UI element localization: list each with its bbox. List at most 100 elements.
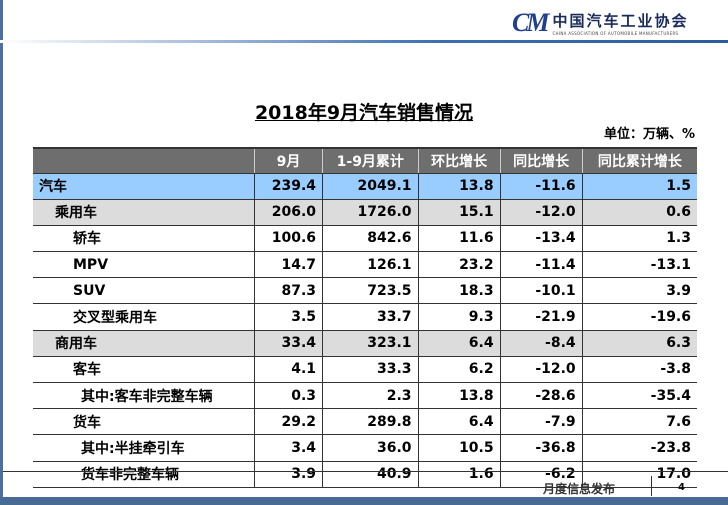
table-cell: 323.1	[322, 330, 419, 357]
slide-left-border	[0, 0, 3, 505]
table-row: 其中:半挂牵引车 3.4 36.0 10.5 -36.8 -23.8	[33, 434, 697, 462]
table-cell: -12.0	[499, 199, 583, 226]
table-cell: 13.8	[417, 382, 501, 410]
logo-name-cn: 中国汽车工业协会	[552, 12, 689, 30]
table-cell: 1.3	[581, 225, 697, 253]
row-label: 轿车	[33, 225, 255, 253]
table-cell: -8.4	[499, 330, 583, 357]
table-cell: 289.8	[322, 408, 419, 436]
table-cell: 2.3	[322, 382, 419, 410]
table-cell: 11.6	[417, 225, 501, 253]
row-label: 乘用车	[33, 199, 255, 226]
column-header: 同比增长	[499, 147, 583, 174]
table-header-row: 9月 1-9月累计 环比增长 同比增长 同比累计增长	[33, 147, 697, 174]
table-cell: 0.6	[581, 199, 697, 226]
table-cell: -35.4	[581, 382, 697, 410]
table-row: 货车非完整车辆 3.9 40.9 1.6 -6.2 17.0	[33, 461, 697, 488]
table-cell: 18.3	[417, 277, 501, 305]
table-cell: 100.6	[253, 225, 323, 253]
column-header	[33, 147, 255, 174]
table-cell: 9.3	[417, 303, 501, 331]
page-number: 4	[678, 482, 685, 493]
table-row: SUV 87.3 723.5 18.3 -10.1 3.9	[33, 277, 697, 305]
table-row: MPV 14.7 126.1 23.2 -11.4 -13.1	[33, 251, 697, 279]
row-label: 客车	[33, 356, 255, 384]
table-cell: 3.5	[253, 303, 323, 331]
table-cell: -7.9	[499, 408, 583, 436]
table-cell: -13.4	[499, 225, 583, 253]
table-cell: 13.8	[417, 173, 501, 200]
bottom-bar	[0, 497, 728, 505]
table-cell: 29.2	[253, 408, 323, 436]
row-label: 货车非完整车辆	[33, 461, 255, 488]
table-cell: 3.9	[581, 277, 697, 305]
table-cell: 4.1	[253, 356, 323, 384]
table-cell: -23.8	[581, 434, 697, 462]
table-row: 客车 4.1 33.3 6.2 -12.0 -3.8	[33, 356, 697, 384]
table-cell: 2049.1	[322, 173, 419, 200]
table-cell: -11.6	[499, 173, 583, 200]
logo-name-en: CHINA ASSOCIATION OF AUTOMOBILE MANUFACT…	[552, 31, 679, 36]
table-cell: -36.8	[499, 434, 583, 462]
table-row: 乘用车 206.0 1726.0 15.1 -12.0 0.6	[33, 199, 697, 226]
table-row: 交叉型乘用车 3.5 33.7 9.3 -21.9 -19.6	[33, 303, 697, 331]
table-cell: 40.9	[322, 461, 419, 488]
column-header: 1-9月累计	[322, 147, 419, 174]
table-cell: -13.1	[581, 251, 697, 279]
table-cell: 33.3	[322, 356, 419, 384]
unit-label: 单位：万辆、%	[603, 127, 695, 142]
table-cell: -19.6	[581, 303, 697, 331]
column-header: 环比增长	[417, 147, 501, 174]
table-cell: 17.0	[581, 461, 697, 488]
table-row: 汽车 239.4 2049.1 13.8 -11.6 1.5	[33, 173, 697, 200]
column-header: 9月	[253, 147, 323, 174]
table-cell: -11.4	[499, 251, 583, 279]
table-cell: 239.4	[253, 173, 323, 200]
table-cell: 6.2	[417, 356, 501, 384]
table-cell: 126.1	[322, 251, 419, 279]
footer-label: 月度信息发布	[543, 482, 616, 496]
table-cell: 87.3	[253, 277, 323, 305]
sales-table: 9月 1-9月累计 环比增长 同比增长 同比累计增长 汽车 239.4 2049.1 13.8…	[33, 147, 697, 488]
table-row: 轿车 100.6 842.6 11.6 -13.4 1.3	[33, 225, 697, 253]
table-cell: 36.0	[322, 434, 419, 462]
table-cell: 10.5	[417, 434, 501, 462]
row-label: SUV	[33, 277, 255, 305]
row-label: 交叉型乘用车	[33, 303, 255, 331]
table-cell: -21.9	[499, 303, 583, 331]
table-cell: 33.4	[253, 330, 323, 357]
table-cell: 33.7	[322, 303, 419, 331]
table-cell: -10.1	[499, 277, 583, 305]
table-cell: 6.3	[581, 330, 697, 357]
table-row: 货车 29.2 289.8 6.4 -7.9 7.6	[33, 408, 697, 436]
row-label: 其中:客车非完整车辆	[33, 382, 255, 410]
footer-separator	[651, 476, 652, 496]
table-cell: 6.4	[417, 330, 501, 357]
table-cell: 7.6	[581, 408, 697, 436]
table-cell: 1.6	[417, 461, 501, 488]
table-cell: 6.4	[417, 408, 501, 436]
caam-logo: CM 中国汽车工业协会 CHINA ASSOCIATION OF AUTOMOB…	[512, 8, 688, 38]
table-row: 商用车 33.4 323.1 6.4 -8.4 6.3	[33, 330, 697, 357]
table-cell: 1726.0	[322, 199, 419, 226]
table-cell: -3.8	[581, 356, 697, 384]
table-cell: 206.0	[253, 199, 323, 226]
table-cell: -12.0	[499, 356, 583, 384]
table-cell: 3.9	[253, 461, 323, 488]
row-label: MPV	[33, 251, 255, 279]
row-label: 其中:半挂牵引车	[33, 434, 255, 462]
logo-mark: CM	[512, 8, 550, 37]
table-row: 其中:客车非完整车辆 0.3 2.3 13.8 -28.6 -35.4	[33, 382, 697, 410]
table-cell: 842.6	[322, 225, 419, 253]
footer-divider	[3, 471, 728, 472]
header-divider	[0, 40, 728, 43]
column-header: 同比累计增长	[581, 147, 697, 174]
table-cell: 723.5	[322, 277, 419, 305]
slide-title: 2018年9月汽车销售情况	[254, 102, 474, 124]
table-cell: 1.5	[581, 173, 697, 200]
row-label: 商用车	[33, 330, 255, 357]
row-label: 货车	[33, 408, 255, 436]
table-cell: 0.3	[253, 382, 323, 410]
table-cell: 3.4	[253, 434, 323, 462]
table-cell: -6.2	[499, 461, 583, 488]
